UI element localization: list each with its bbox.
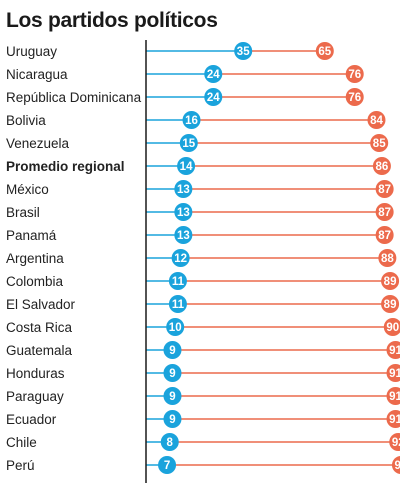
value-label-right-costa-rica: 90 (386, 322, 399, 334)
value-label-left-paraguay: 9 (169, 391, 175, 403)
marker-left-argentina (171, 249, 190, 267)
value-label-left-argentina: 12 (174, 253, 187, 265)
value-label-right-paraguay: 91 (389, 391, 400, 403)
marker-right-ecuador (386, 410, 400, 428)
category-label-colombia: Colombia (6, 274, 64, 289)
category-label-nicaragua: Nicaragua (6, 67, 68, 82)
value-label-right-venezuela: 85 (373, 138, 386, 150)
value-label-left-costa-rica: 10 (169, 322, 182, 334)
category-label-peru: Perú (6, 458, 35, 473)
marker-right-argentina (378, 249, 397, 267)
value-label-left-colombia: 11 (172, 276, 185, 288)
value-label-right-bolivia: 84 (370, 115, 383, 127)
value-label-left-nicaragua: 24 (207, 69, 220, 81)
value-label-right-chile: 92 (392, 437, 400, 449)
marker-left-chile (160, 433, 179, 451)
value-label-right-nicaragua: 76 (348, 69, 361, 81)
marker-right-republica-dominicana (345, 88, 364, 106)
value-label-right-republica-dominicana: 76 (348, 92, 361, 104)
marker-left-uruguay (234, 42, 253, 60)
category-label-el-salvador: El Salvador (6, 297, 76, 312)
value-label-left-peru: 7 (164, 460, 170, 472)
value-label-left-republica-dominicana: 24 (207, 92, 220, 104)
category-label-argentina: Argentina (6, 251, 64, 266)
marker-left-venezuela (179, 134, 198, 152)
marker-left-brasil (174, 203, 193, 221)
value-label-left-brasil: 13 (177, 207, 190, 219)
category-label-bolivia: Bolivia (6, 113, 46, 128)
marker-right-guatemala (386, 341, 400, 359)
category-label-guatemala: Guatemala (6, 343, 73, 358)
marker-left-costa-rica (166, 318, 185, 336)
value-label-right-argentina: 88 (381, 253, 394, 265)
value-label-right-el-salvador: 89 (384, 299, 397, 311)
value-label-left-mexico: 13 (177, 184, 190, 196)
category-label-costa-rica: Costa Rica (6, 320, 73, 335)
category-label-uruguay: Uruguay (6, 44, 57, 59)
marker-left-el-salvador (168, 295, 187, 313)
category-labels: Uruguay Nicaragua República Dominicana Boli… (6, 44, 142, 473)
marker-right-uruguay (315, 42, 334, 60)
marker-left-colombia (168, 272, 187, 290)
value-label-left-chile: 8 (167, 437, 174, 449)
value-label-right-peru: 93 (395, 460, 400, 472)
marker-right-nicaragua (345, 65, 364, 83)
category-label-ecuador: Ecuador (6, 412, 57, 427)
marker-right-bolivia (367, 111, 386, 129)
category-label-republica-dominicana: República Dominicana (6, 90, 142, 105)
category-label-panama: Panamá (6, 228, 57, 243)
marker-right-venezuela (370, 134, 389, 152)
value-label-right-ecuador: 91 (389, 414, 400, 426)
marker-right-paraguay (386, 387, 400, 405)
value-label-right-honduras: 91 (389, 368, 400, 380)
value-label-left-promedio-regional: 14 (180, 161, 193, 173)
marker-right-costa-rica (383, 318, 400, 336)
value-label-right-promedio-regional: 86 (376, 161, 389, 173)
marker-right-peru (391, 456, 400, 474)
category-label-paraguay: Paraguay (6, 389, 64, 404)
value-label-right-mexico: 87 (378, 184, 391, 196)
marker-left-promedio-regional (177, 157, 196, 175)
category-label-brasil: Brasil (6, 205, 40, 220)
value-label-left-venezuela: 15 (182, 138, 195, 150)
marker-left-honduras (163, 364, 182, 382)
marker-left-republica-dominicana (204, 88, 223, 106)
value-label-left-ecuador: 9 (169, 414, 175, 426)
value-label-right-brasil: 87 (378, 207, 391, 219)
value-label-left-honduras: 9 (169, 368, 175, 380)
value-label-left-uruguay: 35 (237, 46, 250, 58)
value-label-left-bolivia: 16 (185, 115, 198, 127)
marker-right-brasil (375, 203, 394, 221)
marker-right-chile (389, 433, 400, 451)
marker-right-mexico (375, 180, 394, 198)
value-label-left-guatemala: 9 (169, 345, 175, 357)
category-label-honduras: Honduras (6, 366, 65, 381)
marker-left-nicaragua (204, 65, 223, 83)
marker-right-panama (375, 226, 394, 244)
value-label-right-uruguay: 65 (318, 46, 331, 58)
category-label-promedio-regional: Promedio regional (6, 159, 125, 174)
marker-left-bolivia (182, 111, 201, 129)
marker-left-panama (174, 226, 193, 244)
value-label-left-el-salvador: 11 (172, 299, 185, 311)
value-label-left-panama: 13 (177, 230, 190, 242)
category-label-chile: Chile (6, 435, 37, 450)
marker-right-honduras (386, 364, 400, 382)
marker-left-guatemala (163, 341, 182, 359)
chart-title: Los partidos políticos (6, 9, 218, 32)
marker-right-colombia (381, 272, 400, 290)
value-label-right-colombia: 89 (384, 276, 397, 288)
value-label-right-panama: 87 (378, 230, 391, 242)
marker-left-mexico (174, 180, 193, 198)
category-label-mexico: México (6, 182, 49, 197)
marker-left-peru (158, 456, 177, 474)
category-label-venezuela: Venezuela (6, 136, 70, 151)
marker-left-paraguay (163, 387, 182, 405)
value-label-right-guatemala: 91 (389, 345, 400, 357)
marker-right-el-salvador (381, 295, 400, 313)
marker-left-ecuador (163, 410, 182, 428)
marker-right-promedio-regional (372, 157, 391, 175)
